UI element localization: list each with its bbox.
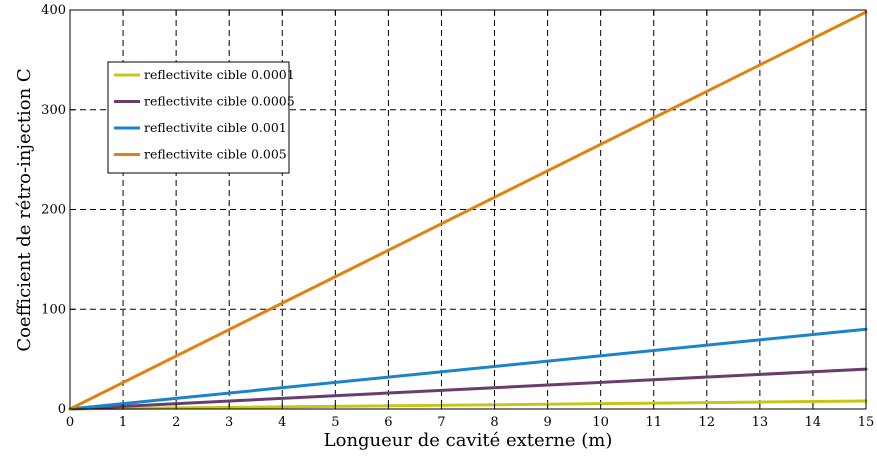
- series-line-0: [68, 399, 868, 411]
- y-tick-label: 100: [41, 302, 66, 317]
- legend-label-0: reflectivite cible 0.0001: [144, 67, 295, 82]
- x-tick-label: 0: [66, 415, 74, 430]
- x-tick-label: 8: [490, 415, 498, 430]
- legend: reflectivite cible 0.0001 reflectivite ci…: [107, 61, 295, 174]
- x-tick-label: 14: [805, 415, 822, 430]
- y-tick-label: 0: [58, 402, 66, 417]
- x-tick-label: 12: [699, 415, 716, 430]
- series-line-3: [68, 10, 868, 411]
- x-axis-label: Longueur de cavité externe (m): [324, 430, 613, 451]
- series-line-2: [68, 327, 868, 411]
- y-tick-label: 200: [41, 203, 66, 218]
- x-tick-label: 5: [331, 415, 339, 430]
- x-tick-label: 2: [172, 415, 180, 430]
- x-axis: 0 1 2 3 4 5 6 7 8 9 10 11 12 13 14 15: [66, 10, 874, 430]
- x-tick-label: 9: [543, 415, 551, 430]
- x-tick-label: 7: [437, 415, 445, 430]
- series-line-1: [68, 367, 868, 411]
- x-tick-label: 10: [592, 415, 609, 430]
- legend-label-1: reflectivite cible 0.0005: [144, 94, 295, 109]
- x-tick-label: 13: [752, 415, 769, 430]
- y-axis: 0 100 200 300 400: [41, 3, 866, 417]
- x-tick-label: 1: [119, 415, 127, 430]
- legend-label-2: reflectivite cible 0.001: [144, 120, 287, 135]
- legend-label-3: reflectivite cible 0.005: [144, 147, 287, 162]
- x-tick-label: 3: [225, 415, 233, 430]
- series-layer: [68, 10, 868, 411]
- x-tick-label: 15: [858, 415, 875, 430]
- x-tick-label: 4: [278, 415, 286, 430]
- x-tick-label: 11: [645, 415, 662, 430]
- y-axis-label: Coefficient de rétro-injection C: [14, 68, 35, 351]
- y-tick-label: 300: [41, 103, 66, 118]
- x-tick-label: 6: [384, 415, 392, 430]
- y-tick-label: 400: [41, 3, 66, 18]
